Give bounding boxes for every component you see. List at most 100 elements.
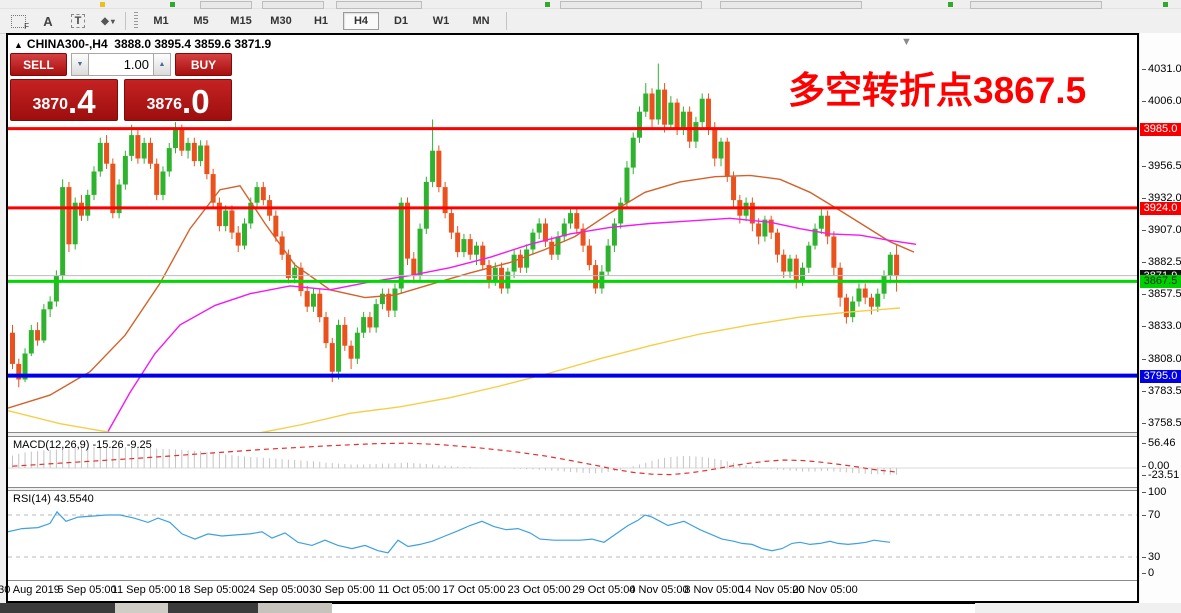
date-axis: 30 Aug 2019 5 Sep 05:00 11 Sep 05:00 18 Sep… xyxy=(0,583,1137,599)
date-tick-label: 30 Sep 05:00 xyxy=(309,584,375,596)
volume-decrease-button[interactable]: ▼ xyxy=(71,53,89,76)
candle-body xyxy=(881,275,887,294)
candle-body xyxy=(10,332,15,364)
candle-body xyxy=(561,223,567,237)
candle-body xyxy=(179,129,185,151)
indicator-scale-label: 56.46 xyxy=(1142,437,1176,449)
candle-body xyxy=(586,245,592,266)
date-tick-label: 17 Oct 05:00 xyxy=(442,584,506,596)
candle-body xyxy=(235,232,241,246)
text-label-icon[interactable]: T xyxy=(66,11,90,31)
candle-body xyxy=(762,219,768,237)
candle-body xyxy=(367,317,373,328)
timeframe-button-w1[interactable]: W1 xyxy=(432,15,450,27)
price-level-label: 3795.0 xyxy=(1140,370,1181,383)
price-level-label: 3985.0 xyxy=(1140,123,1181,136)
dropdown-caret-icon[interactable]: ▾ xyxy=(110,16,115,26)
collapse-marker-icon[interactable]: ▲ xyxy=(14,40,23,50)
candle-body xyxy=(304,291,310,307)
candle-body xyxy=(386,293,392,311)
candle-body xyxy=(398,202,404,289)
timeframe-button-mn[interactable]: MN xyxy=(472,15,490,27)
candle-body xyxy=(104,142,110,164)
candle-body xyxy=(831,236,837,268)
candle-body xyxy=(492,267,498,281)
timeframe-button-h1[interactable]: H1 xyxy=(313,15,329,27)
candle-body xyxy=(718,141,724,159)
bottom-window-gap xyxy=(115,603,168,613)
candle-body xyxy=(511,254,517,272)
price-tick-label: 3857.5 xyxy=(1142,288,1181,300)
volume-increase-button[interactable]: ▲ xyxy=(153,53,171,76)
candle-body xyxy=(436,150,442,188)
chart-title: ▲ CHINA300-,H4 3888.0 3895.4 3859.6 3871.… xyxy=(14,37,271,51)
panel-separator[interactable] xyxy=(8,432,1137,437)
ma-chocolate xyxy=(8,174,915,409)
candle-body xyxy=(166,148,172,172)
date-tick-label: 23 Oct 05:00 xyxy=(507,584,571,596)
candle-body xyxy=(787,258,793,272)
candle-body xyxy=(198,145,204,162)
candle-body xyxy=(825,215,831,237)
ma-magenta xyxy=(107,217,917,432)
candle-body xyxy=(812,228,818,246)
sell-button[interactable]: SELL xyxy=(10,53,67,76)
timeframe-button-m15[interactable]: M15 xyxy=(230,15,252,27)
candle-body xyxy=(122,155,128,185)
indicator-scale-label: 70 xyxy=(1142,509,1160,521)
candle-body xyxy=(680,111,686,129)
candle-body xyxy=(856,288,862,302)
text-icon[interactable]: A xyxy=(43,13,53,29)
candle-body xyxy=(411,258,417,276)
chart-shift-marker-icon[interactable]: ▼ xyxy=(901,36,912,48)
candle-body xyxy=(135,135,141,159)
candle-body xyxy=(800,267,806,281)
candle-body xyxy=(530,232,536,250)
indicator-scale-label: -23.51 xyxy=(1142,469,1179,481)
date-tick-label: 18 Sep 05:00 xyxy=(178,584,244,596)
toolbar-fragment xyxy=(970,1,1102,9)
candle-body xyxy=(687,111,693,142)
dotted-grid-icon[interactable]: F xyxy=(6,11,30,31)
timeframe-button-m1[interactable]: M1 xyxy=(153,15,169,27)
arrow-style-icon[interactable]: ◆ ▾ xyxy=(101,15,115,27)
candle-body xyxy=(637,111,642,138)
candle-body xyxy=(549,241,555,255)
price-tick-label: 3907.0 xyxy=(1142,224,1181,236)
buy-price-display[interactable]: 3876 .0 xyxy=(124,79,232,121)
candle-body xyxy=(260,187,266,201)
timeframe-button-m30[interactable]: M30 xyxy=(270,15,292,27)
ma-yellow xyxy=(8,307,901,432)
toolbar-dot-icon xyxy=(948,2,953,7)
candle-body xyxy=(185,142,191,151)
price-tick-label: 3783.5 xyxy=(1142,385,1181,397)
buy-button[interactable]: BUY xyxy=(175,53,232,76)
candle-body xyxy=(141,142,147,159)
bottom-window-tab[interactable] xyxy=(168,603,258,613)
macd-signal-line xyxy=(12,442,897,476)
toolbar-drag-handle[interactable] xyxy=(134,12,138,30)
volume-input[interactable] xyxy=(89,53,153,76)
rsi-indicator-label: RSI(14) 43.5540 xyxy=(13,493,94,505)
price-tick-label: 3956.5 xyxy=(1142,160,1181,172)
indicator-scale-label: 0 xyxy=(1142,567,1154,579)
candle-body xyxy=(210,174,216,203)
panel-separator[interactable] xyxy=(8,487,1137,491)
candle-body xyxy=(317,293,323,318)
candle-body xyxy=(216,202,222,227)
bottom-window-tab[interactable] xyxy=(0,603,115,613)
candle-body xyxy=(22,353,28,380)
timeframe-button-d1[interactable]: D1 xyxy=(393,15,409,27)
timeframe-button-h4[interactable]: H4 xyxy=(343,12,379,30)
candle-body xyxy=(480,245,486,266)
candle-body xyxy=(285,254,291,279)
candle-body xyxy=(668,102,674,125)
sell-price-display[interactable]: 3870 .4 xyxy=(10,79,118,121)
price-axis: 4031.04006.03981.53956.53932.03907.03882… xyxy=(1140,33,1181,603)
candle-body xyxy=(756,223,762,237)
candle-body xyxy=(342,324,348,346)
toolbar-separator xyxy=(125,12,126,30)
candle-body xyxy=(724,141,730,177)
candle-body xyxy=(223,210,229,227)
timeframe-button-m5[interactable]: M5 xyxy=(193,15,209,27)
